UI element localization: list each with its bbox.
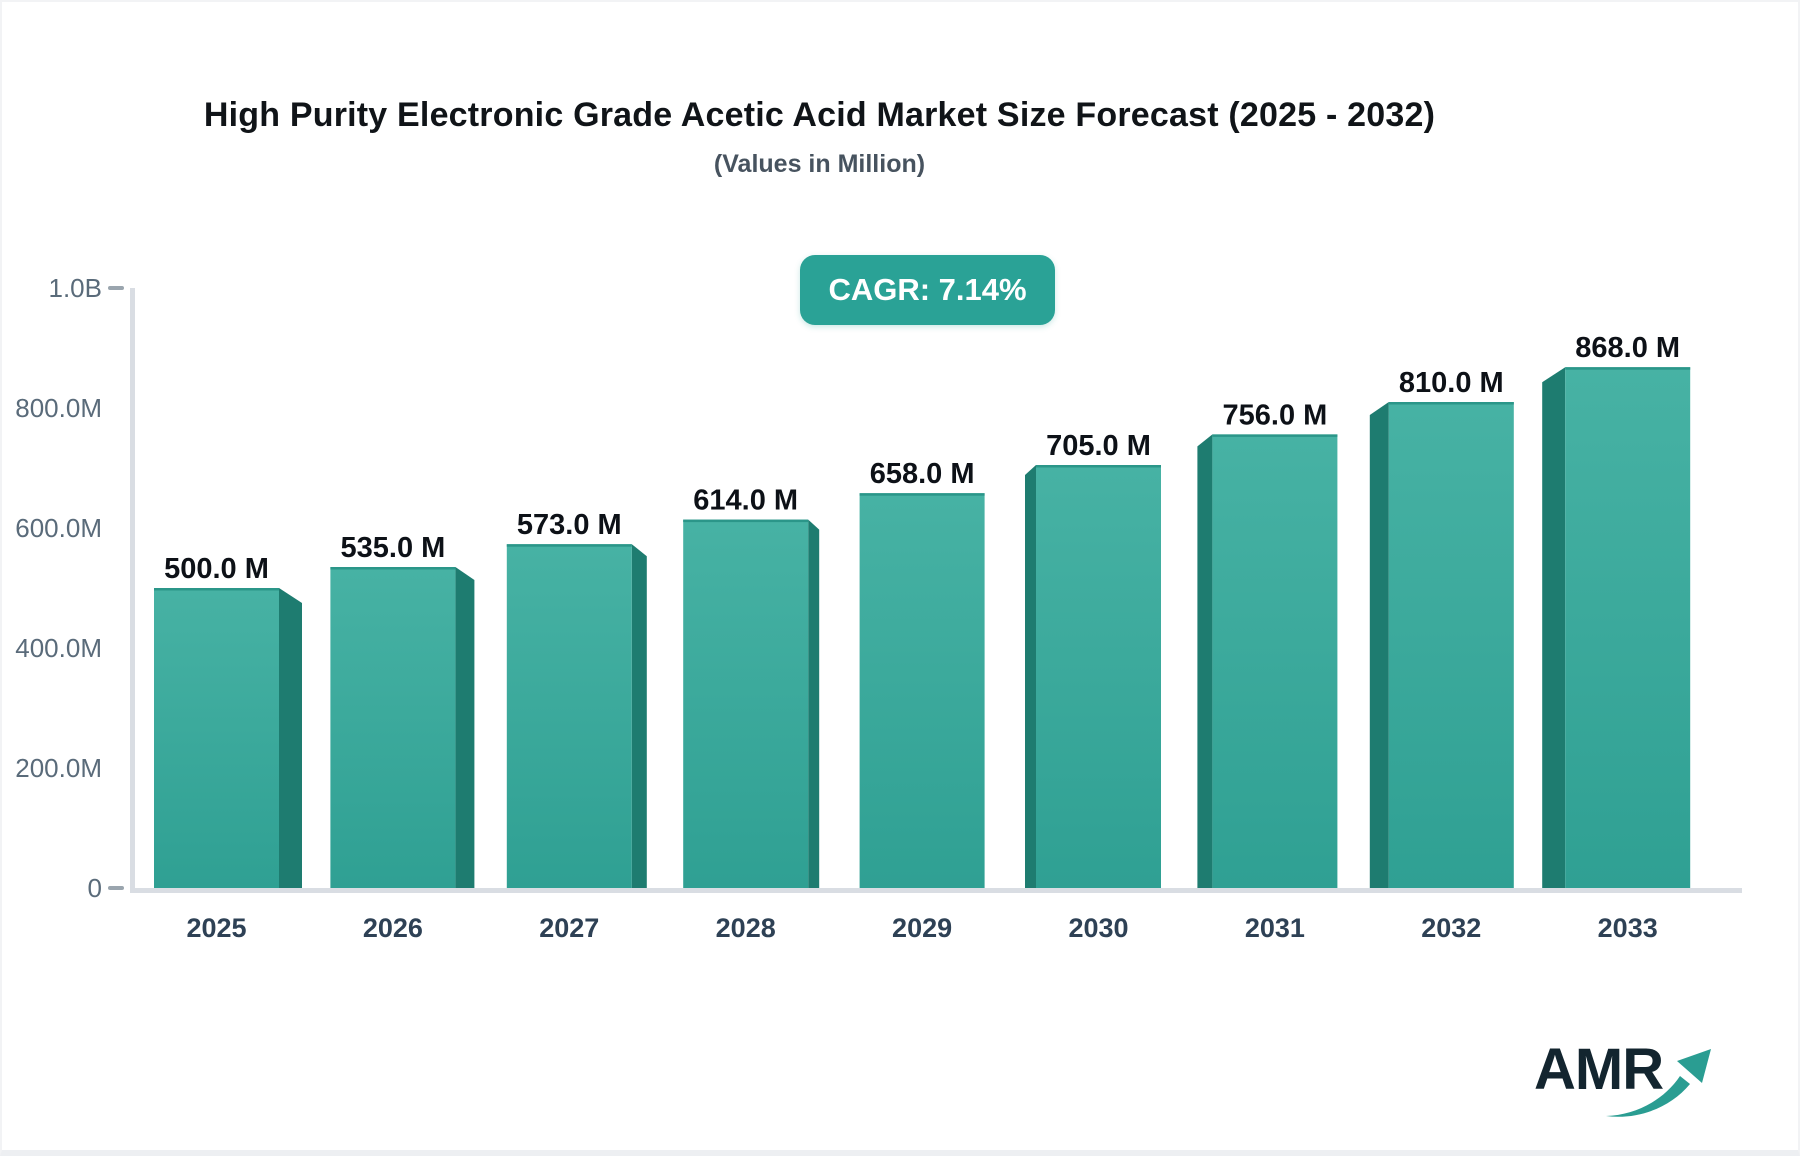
bar-front-face bbox=[683, 519, 809, 888]
bar-value-label: 810.0 M bbox=[1399, 367, 1504, 399]
bar-side-face bbox=[631, 544, 647, 888]
bar-2027[interactable] bbox=[506, 544, 647, 888]
y-axis-label: 400.0M bbox=[15, 633, 102, 663]
bar-2028[interactable] bbox=[683, 519, 820, 888]
x-axis-line bbox=[130, 888, 1742, 893]
bar-2033[interactable] bbox=[1542, 367, 1691, 888]
bar-value-label: 573.0 M bbox=[517, 509, 622, 541]
axes-layer: 1.0B 800.0M 600.0M 400.0M 200.0M 0 bbox=[15, 273, 1742, 903]
y-axis-line bbox=[130, 288, 135, 892]
x-axis-label: 2028 bbox=[716, 913, 776, 943]
bar-value-label: 535.0 M bbox=[341, 532, 446, 564]
bar-front-face bbox=[1565, 367, 1691, 888]
x-axis-label: 2029 bbox=[892, 913, 952, 943]
bars-layer bbox=[154, 367, 1691, 888]
bar-top-edge bbox=[154, 588, 279, 591]
bar-front-face bbox=[859, 493, 985, 888]
bar-front-face bbox=[330, 567, 456, 888]
x-axis-label: 2031 bbox=[1245, 913, 1305, 943]
bar-top-edge bbox=[1212, 434, 1338, 437]
bar-top-edge bbox=[506, 544, 632, 547]
bar-top-edge bbox=[1036, 465, 1161, 468]
amr-logo: AMR bbox=[1534, 1036, 1724, 1126]
bar-top-edge bbox=[1388, 402, 1514, 405]
bar-top-edge bbox=[683, 519, 809, 523]
bar-front-face bbox=[154, 588, 279, 888]
bar-value-label: 500.0 M bbox=[164, 553, 269, 585]
bar-2030[interactable] bbox=[1025, 465, 1161, 888]
y-axis-label: 0 bbox=[88, 873, 102, 903]
bar-side-face bbox=[279, 588, 302, 888]
y-axis-label: 800.0M bbox=[15, 393, 102, 423]
bar-front-face bbox=[1388, 402, 1514, 888]
bar-side-face bbox=[1542, 367, 1566, 888]
y-axis-label: 600.0M bbox=[15, 513, 102, 543]
chart-subtitle: (Values in Million) bbox=[713, 150, 926, 178]
bar-side-face bbox=[1025, 465, 1036, 888]
bar-side-face bbox=[1197, 434, 1213, 888]
bar-2026[interactable] bbox=[330, 567, 475, 888]
cagr-badge: CAGR: 7.14% bbox=[800, 255, 1055, 325]
bar-top-edge bbox=[859, 493, 985, 496]
x-axis-label: 2026 bbox=[363, 913, 423, 943]
cagr-badge-label: CAGR: 7.14% bbox=[828, 272, 1027, 307]
y-axis-label: 200.0M bbox=[15, 753, 102, 783]
bar-top-edge bbox=[1565, 367, 1691, 370]
amr-logo-text: AMR bbox=[1534, 1037, 1664, 1102]
bar-side-face bbox=[808, 519, 820, 888]
x-axis-label: 2030 bbox=[1068, 913, 1128, 943]
bar-top-edge bbox=[330, 567, 456, 570]
bar-value-label: 705.0 M bbox=[1046, 430, 1151, 462]
bar-2029[interactable] bbox=[859, 493, 985, 888]
x-axis-label: 2033 bbox=[1598, 913, 1658, 943]
bar-side-face bbox=[455, 567, 475, 888]
bar-value-label: 658.0 M bbox=[870, 458, 975, 490]
bar-value-label: 868.0 M bbox=[1575, 332, 1680, 364]
y-axis-tick bbox=[108, 286, 124, 290]
bar-value-label: 756.0 M bbox=[1223, 399, 1328, 431]
labels-layer: 500.0 M 2025 535.0 M 2026 573.0 M 2027 614.0 M… bbox=[164, 332, 1680, 943]
bar-2031[interactable] bbox=[1197, 434, 1338, 888]
bar-front-face bbox=[1212, 434, 1338, 888]
bar-2032[interactable] bbox=[1369, 402, 1514, 888]
bar-front-face bbox=[506, 544, 632, 888]
bar-value-label: 614.0 M bbox=[693, 485, 798, 517]
y-axis-tick bbox=[108, 886, 124, 890]
chart-title: High Purity Electronic Grade Acetic Acid… bbox=[203, 96, 1436, 134]
bar-side-face bbox=[1369, 402, 1389, 888]
x-axis-label: 2032 bbox=[1421, 913, 1481, 943]
y-axis-label: 1.0B bbox=[49, 273, 103, 303]
x-axis-label: 2025 bbox=[186, 913, 246, 943]
bar-2025[interactable] bbox=[154, 588, 302, 888]
bar-front-face bbox=[1036, 465, 1161, 888]
growth-arrow-icon bbox=[1606, 1049, 1711, 1117]
x-axis-label: 2027 bbox=[539, 913, 599, 943]
